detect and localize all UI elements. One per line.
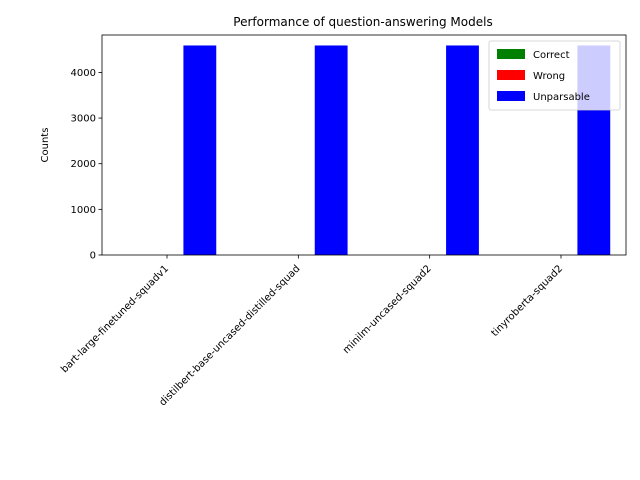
y-axis-ticks: 0 1000 2000 3000 4000 (71, 68, 102, 262)
legend: Correct Wrong Unparsable (488, 40, 621, 111)
bars-layer (183, 45, 611, 256)
bar-unparsable-1 (314, 45, 348, 256)
legend-swatch-correct (497, 49, 525, 59)
legend-label-correct: Correct (533, 50, 570, 61)
y-axis-label: Counts (40, 128, 51, 163)
legend-label-wrong: Wrong (533, 71, 565, 82)
y-tick-label: 2000 (71, 159, 96, 170)
bar-unparsable-0 (183, 45, 217, 256)
legend-label-unparsable: Unparsable (533, 92, 590, 103)
plot-frame (101, 34, 627, 256)
bar-unparsable-2 (446, 45, 479, 256)
legend-swatch-unparsable (497, 91, 525, 101)
y-tick-label: 1000 (71, 205, 96, 216)
y-tick-label: 4000 (71, 68, 96, 79)
y-tick-label: 3000 (71, 114, 96, 125)
y-tick-label: 0 (90, 251, 96, 262)
legend-swatch-wrong (497, 70, 525, 80)
chart-title: Performance of question-answering Models (233, 15, 492, 29)
